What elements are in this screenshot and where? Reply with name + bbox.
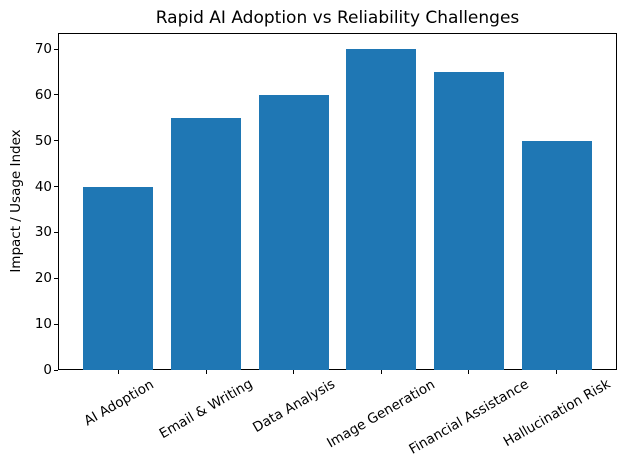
xtick-email-writing <box>205 370 207 374</box>
xtick-image-generation <box>380 370 382 374</box>
xtick-hallucination-risk <box>556 370 557 374</box>
ytick-40 <box>54 186 58 188</box>
xtick-label-data-analysis: Data Analysis <box>249 376 338 437</box>
ytick-10 <box>54 323 58 325</box>
ytick-30 <box>54 231 58 233</box>
bar-data-analysis <box>258 94 329 370</box>
bar-financial-assistance <box>433 72 504 370</box>
ytick-0 <box>54 369 58 371</box>
ytick-label-20: 20 <box>34 270 52 287</box>
bar-ai-adoption <box>83 186 154 370</box>
chart-title: Rapid AI Adoption vs Reliability Challen… <box>155 8 520 28</box>
xtick-data-analysis <box>293 370 295 374</box>
bar-email-writing <box>171 117 242 370</box>
ytick-50 <box>54 140 58 142</box>
xtick-ai-adoption <box>118 370 119 374</box>
ytick-60 <box>54 94 58 96</box>
bar-image-generation <box>346 49 417 370</box>
xtick-financial-assistance <box>468 370 470 374</box>
ytick-label-0: 0 <box>43 362 52 378</box>
y-axis-label: Impact / Usage Index <box>8 129 24 273</box>
ytick-label-50: 50 <box>34 132 52 149</box>
ytick-label-10: 10 <box>34 316 52 333</box>
ytick-label-70: 70 <box>34 41 52 57</box>
ytick-label-30: 30 <box>34 224 52 241</box>
ytick-70 <box>54 48 58 50</box>
xtick-label-email-writing: Email & Writing <box>156 376 256 443</box>
ytick-label-40: 40 <box>34 178 52 195</box>
ytick-label-60: 60 <box>34 86 52 103</box>
bar-hallucination-risk <box>521 140 592 370</box>
ytick-20 <box>54 277 58 279</box>
xtick-label-ai-adoption: AI Adoption <box>80 376 157 429</box>
